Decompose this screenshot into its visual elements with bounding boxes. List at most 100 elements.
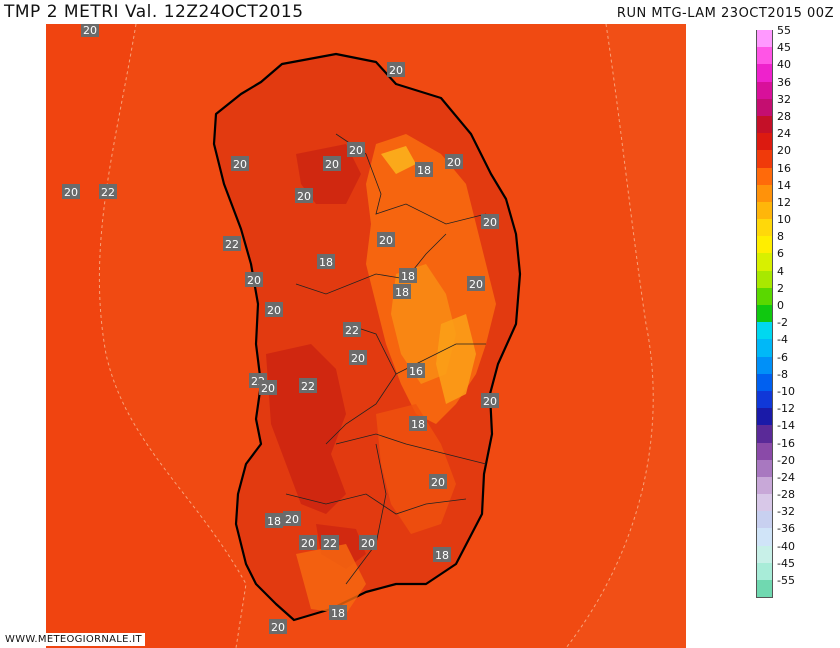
- legend-label: 6: [777, 247, 784, 261]
- svg-text:22: 22: [101, 186, 115, 199]
- svg-text:18: 18: [395, 286, 409, 299]
- isotherm-label: 20: [265, 302, 283, 317]
- legend-entry: -24: [756, 471, 836, 495]
- legend-swatch: [756, 167, 773, 185]
- legend-swatch: [756, 459, 773, 477]
- svg-text:20: 20: [247, 274, 261, 287]
- legend-swatch: [756, 64, 773, 82]
- legend-swatch: [756, 390, 773, 409]
- svg-text:20: 20: [261, 382, 275, 395]
- legend-swatch: [756, 287, 773, 305]
- legend-label: -40: [777, 539, 795, 553]
- svg-text:18: 18: [417, 164, 431, 177]
- legend-label: 8: [777, 230, 784, 244]
- website-credit: WWW.METEOGIORNALE.IT: [2, 633, 145, 646]
- svg-text:18: 18: [435, 549, 449, 562]
- legend-label: -24: [777, 470, 795, 484]
- legend-entry: -16: [756, 437, 836, 460]
- legend-swatch: [756, 30, 773, 48]
- legend-label: 16: [777, 161, 791, 175]
- legend-swatch: [756, 201, 773, 220]
- legend-label: -20: [777, 453, 795, 467]
- legend-entry: 32: [756, 93, 836, 116]
- svg-text:20: 20: [64, 186, 78, 199]
- legend-label: 10: [777, 213, 791, 227]
- svg-text:20: 20: [325, 158, 339, 171]
- svg-text:20: 20: [271, 621, 285, 634]
- legend-label: -4: [777, 333, 788, 347]
- svg-text:20: 20: [389, 64, 403, 77]
- svg-text:18: 18: [401, 270, 415, 283]
- isotherm-label: 20: [347, 142, 365, 157]
- isotherm-label: 20: [231, 156, 249, 171]
- legend-label: -55: [777, 574, 795, 587]
- legend-entry: -55: [756, 574, 836, 598]
- isotherm-label: 18: [433, 547, 451, 562]
- legend-entry: -20: [756, 454, 836, 477]
- isotherm-label: 20: [295, 188, 313, 203]
- svg-text:22: 22: [323, 537, 337, 550]
- isotherm-label: 20: [377, 232, 395, 247]
- isotherm-label: 18: [399, 268, 417, 283]
- legend-entry: 24: [756, 127, 836, 151]
- legend-swatch: [756, 47, 773, 65]
- legend-swatch: [756, 580, 773, 598]
- svg-text:22: 22: [225, 238, 239, 251]
- legend-entry: 40: [756, 58, 836, 82]
- legend-swatch: [756, 322, 773, 340]
- legend-swatch: [756, 184, 773, 202]
- isotherm-label: 20: [299, 535, 317, 550]
- legend-entry: -36: [756, 522, 836, 546]
- legend-label: 14: [777, 178, 791, 192]
- legend-swatch: [756, 253, 773, 271]
- chart-title: TMP 2 METRI Val. 12Z24OCT2015: [4, 2, 304, 22]
- isotherm-label: 22: [321, 535, 339, 550]
- legend-bottom-border: [756, 597, 773, 599]
- svg-text:22: 22: [345, 324, 359, 337]
- legend-entry: 4: [756, 265, 836, 288]
- legend-swatch: [756, 373, 773, 391]
- legend-label: 45: [777, 41, 791, 55]
- legend-entry: -45: [756, 557, 836, 580]
- legend-label: -36: [777, 522, 795, 536]
- legend-label: -28: [777, 488, 795, 502]
- isotherm-label: 20: [283, 511, 301, 526]
- legend-entry: 16: [756, 162, 836, 185]
- legend-label: -12: [777, 402, 795, 416]
- cool-zone: [381, 146, 416, 174]
- svg-text:18: 18: [331, 607, 345, 620]
- isotherm-label: 20: [259, 380, 277, 395]
- legend-swatch: [756, 236, 773, 254]
- legend-label: -32: [777, 505, 795, 519]
- cool-zone: [296, 544, 366, 614]
- province-borders: [285, 133, 487, 585]
- svg-text:20: 20: [301, 537, 315, 550]
- legend-swatch: [756, 494, 773, 512]
- legend-swatch: [756, 545, 773, 563]
- legend-entry: 12: [756, 196, 836, 220]
- legend-swatch: [756, 133, 773, 151]
- svg-text:18: 18: [267, 515, 281, 528]
- svg-text:20: 20: [469, 278, 483, 291]
- svg-text:20: 20: [83, 24, 97, 37]
- legend-label: -45: [777, 556, 795, 570]
- isotherm-label: 20: [481, 393, 499, 408]
- run-info: RUN MTG-LAM 23OCT2015 00Z: [616, 6, 834, 21]
- isotherm-label: 20: [81, 24, 99, 37]
- legend-entry: -2: [756, 316, 836, 340]
- svg-text:20: 20: [447, 156, 461, 169]
- legend-swatch: [756, 442, 773, 460]
- svg-text:20: 20: [361, 537, 375, 550]
- legend-label: 2: [777, 281, 784, 295]
- legend-entry: 6: [756, 247, 836, 271]
- legend-swatch: [756, 219, 773, 237]
- legend-label: -8: [777, 367, 788, 381]
- cool-zone: [376, 404, 456, 534]
- isotherm-label: 22: [299, 378, 317, 393]
- svg-text:18: 18: [319, 256, 333, 269]
- legend-label: 32: [777, 92, 791, 106]
- legend-swatch: [756, 81, 773, 99]
- legend-entry: -32: [756, 505, 836, 529]
